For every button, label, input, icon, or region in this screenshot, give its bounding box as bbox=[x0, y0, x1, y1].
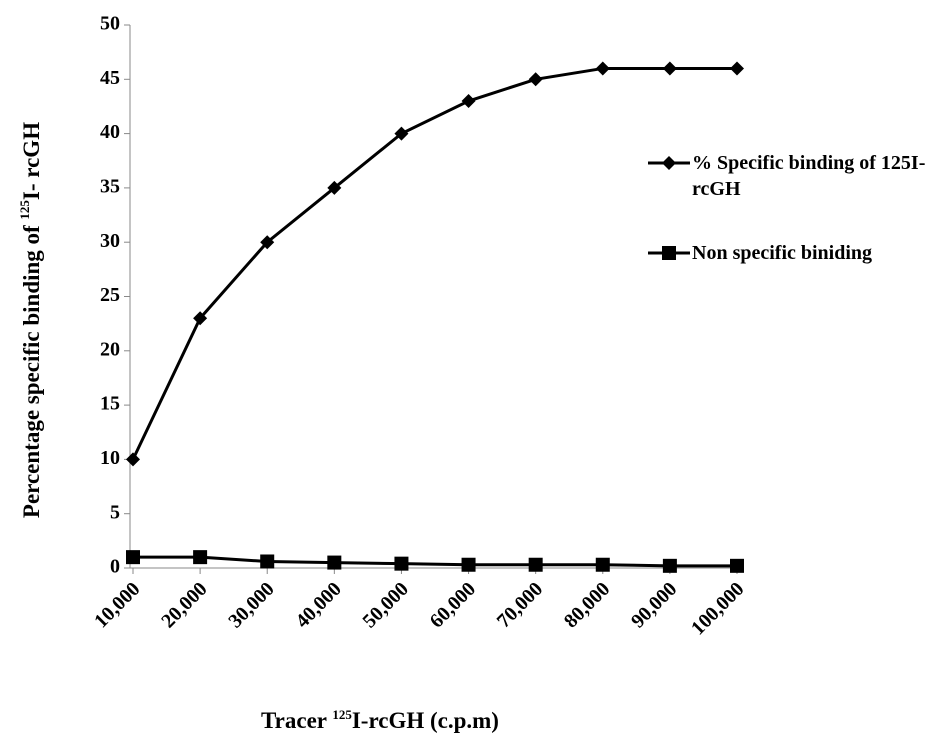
y-label-text: I- rcGH bbox=[19, 122, 44, 200]
x-label-text: Tracer bbox=[261, 708, 332, 733]
point bbox=[394, 126, 409, 141]
point bbox=[394, 556, 409, 571]
point bbox=[327, 555, 342, 570]
point bbox=[461, 94, 476, 109]
point bbox=[730, 61, 744, 76]
x-label-sup: 125 bbox=[332, 707, 352, 722]
point bbox=[528, 72, 543, 87]
point bbox=[730, 558, 744, 573]
y-tick-label: 50 bbox=[100, 13, 120, 35]
x-tick-label: 80,000 bbox=[560, 578, 614, 632]
point bbox=[528, 557, 543, 572]
y-tick-label: 20 bbox=[100, 338, 120, 360]
x-tick-label: 10,000 bbox=[90, 578, 144, 632]
point bbox=[193, 550, 208, 565]
point bbox=[595, 61, 610, 76]
y-axis-title: Percentage specific binding of 125I- rcG… bbox=[17, 122, 44, 518]
point bbox=[595, 557, 610, 572]
point bbox=[662, 156, 676, 170]
x-tick-label: 60,000 bbox=[426, 578, 480, 632]
y-tick-label: 40 bbox=[100, 121, 120, 143]
x-label-text: I-rcGH (c.p.m) bbox=[352, 708, 499, 733]
y-tick-label: 5 bbox=[110, 501, 120, 523]
x-tick-label: 70,000 bbox=[493, 578, 547, 632]
point bbox=[126, 550, 140, 565]
point bbox=[327, 180, 342, 195]
series-line bbox=[131, 66, 737, 461]
point bbox=[260, 235, 275, 250]
y-tick-label: 45 bbox=[100, 67, 120, 89]
y-tick-label: 10 bbox=[100, 447, 120, 469]
point bbox=[126, 452, 140, 467]
x-tick-label: 30,000 bbox=[224, 578, 278, 632]
point bbox=[193, 311, 208, 326]
y-tick-label: 30 bbox=[100, 230, 120, 252]
x-tick-label: 20,000 bbox=[157, 578, 211, 632]
legend-label: % Specific binding of 125I-rcGH bbox=[692, 152, 926, 200]
y-tick-label: 35 bbox=[100, 175, 120, 197]
x-tick-label: 50,000 bbox=[359, 578, 413, 632]
point bbox=[662, 61, 677, 76]
point bbox=[260, 554, 275, 569]
x-axis-title: Tracer 125I-rcGH (c.p.m) bbox=[261, 707, 499, 733]
point bbox=[662, 246, 676, 260]
point bbox=[662, 558, 677, 573]
x-tick-label: 40,000 bbox=[291, 578, 345, 632]
point bbox=[461, 557, 476, 572]
y-tick-label: 15 bbox=[100, 393, 120, 415]
legend-label: Non specific biniding bbox=[692, 242, 873, 264]
y-tick-label: 0 bbox=[110, 556, 120, 578]
x-tick-label: 100,000 bbox=[687, 578, 749, 640]
y-label-text: Percentage specific binding of bbox=[19, 220, 44, 519]
series-line bbox=[133, 555, 737, 568]
y-tick-label: 25 bbox=[100, 284, 120, 306]
y-label-sup: 125 bbox=[17, 200, 32, 220]
x-tick-label: 90,000 bbox=[627, 578, 681, 632]
